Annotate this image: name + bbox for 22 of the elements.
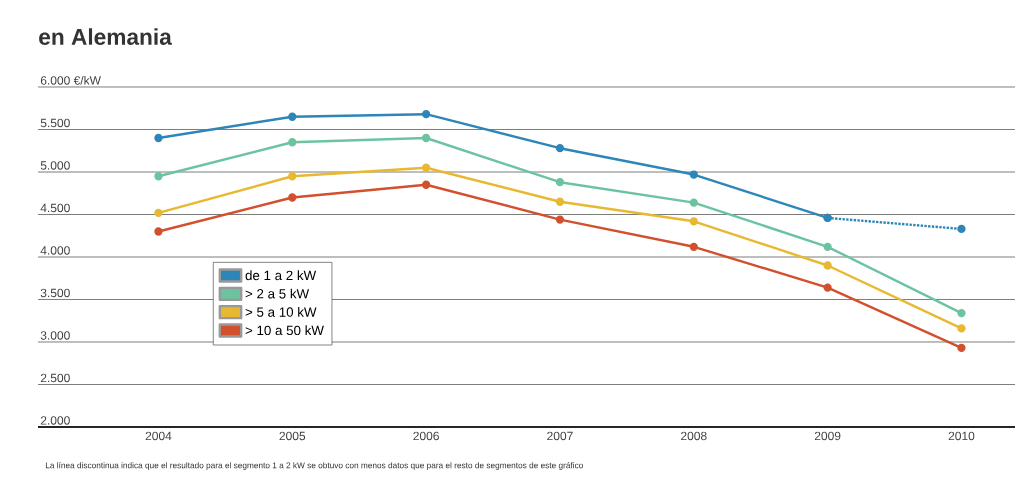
y-tick-label: 3.000 [40, 331, 70, 340]
x-tick-label: 2006 [413, 431, 439, 441]
legend-label: > 5 a 10 kW [245, 307, 317, 317]
x-tick-label: 2004 [145, 431, 172, 441]
x-tick-label: 2008 [681, 431, 707, 441]
x-tick-label: 2005 [279, 431, 306, 441]
legend-label: > 10 a 50 kW [245, 325, 324, 336]
x-tick-label: 2007 [547, 431, 573, 441]
chart-title: en Alemania [39, 28, 172, 45]
x-tick-label: 2009 [814, 431, 841, 441]
y-tick-label: 5.500 [40, 118, 70, 128]
y-tick-label: 6.000 €/kW [40, 75, 101, 85]
x-tick-label: 2010 [948, 431, 975, 441]
text: La línea discontinua indica que el resultado para el segmento 1 a 2 kW se obtuvo con menos datos que para el resto de segmentos de este gráfico [45, 462, 583, 470]
y-tick-label: 4.500 [40, 203, 70, 213]
y-tick-label: 4.000 [40, 246, 70, 255]
y-tick-label: 3.500 [40, 288, 70, 298]
legend-label: > 2 a 5 kW [245, 288, 310, 299]
y-tick-label: 2.500 [40, 373, 70, 383]
y-tick-label: 2.000 [40, 416, 70, 425]
legend-label: de 1 a 2 kW [245, 270, 317, 281]
y-tick-label: 5.000 [40, 161, 70, 170]
